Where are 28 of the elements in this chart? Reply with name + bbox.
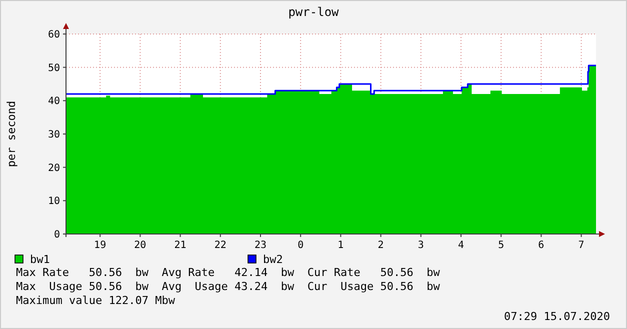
y-tick-label: 50 <box>48 62 60 74</box>
y-tick-label: 0 <box>54 230 60 240</box>
text: Maximum value 122.07 Mbw <box>16 294 176 307</box>
x-tick-label: 20 <box>134 240 146 251</box>
y-tick-label: 30 <box>48 130 60 140</box>
y-tick-label: 20 <box>48 162 60 174</box>
x-tick-label: 22 <box>214 240 226 251</box>
legend-label: bw2 <box>263 253 283 266</box>
x-tick-label: 2 <box>378 240 384 251</box>
x-tick-label: 7 <box>578 240 584 251</box>
text: bw1 <box>30 253 50 266</box>
y-axis-title: per second <box>5 100 18 168</box>
x-tick-label: 6 <box>538 240 544 251</box>
text: Max Rate 50.56 bw Avg Rate 42.14 bw Cur Rate 50.56 bw <box>16 266 440 279</box>
x-tick-label: 23 <box>254 240 267 251</box>
x-tick-label: 4 <box>458 240 464 251</box>
x-tick-label: 19 <box>94 240 106 251</box>
x-tick-label: 0 <box>298 240 304 251</box>
y-tick-label: 10 <box>48 196 60 208</box>
y-tick-label: 60 <box>48 30 60 40</box>
x-tick-label: 21 <box>174 240 186 251</box>
chart-title: pwr-low <box>288 5 340 19</box>
x-tick-label: 1 <box>338 240 344 251</box>
x-tick-label: 5 <box>498 240 504 251</box>
x-tick-label: 3 <box>418 240 424 251</box>
text: 07:29 15.07.2020 <box>504 310 610 323</box>
y-tick-label: 40 <box>48 96 60 108</box>
text: Max Usage 50.56 bw Avg Usage 43.24 bw Cur Usage 50.56 bw <box>16 280 440 293</box>
